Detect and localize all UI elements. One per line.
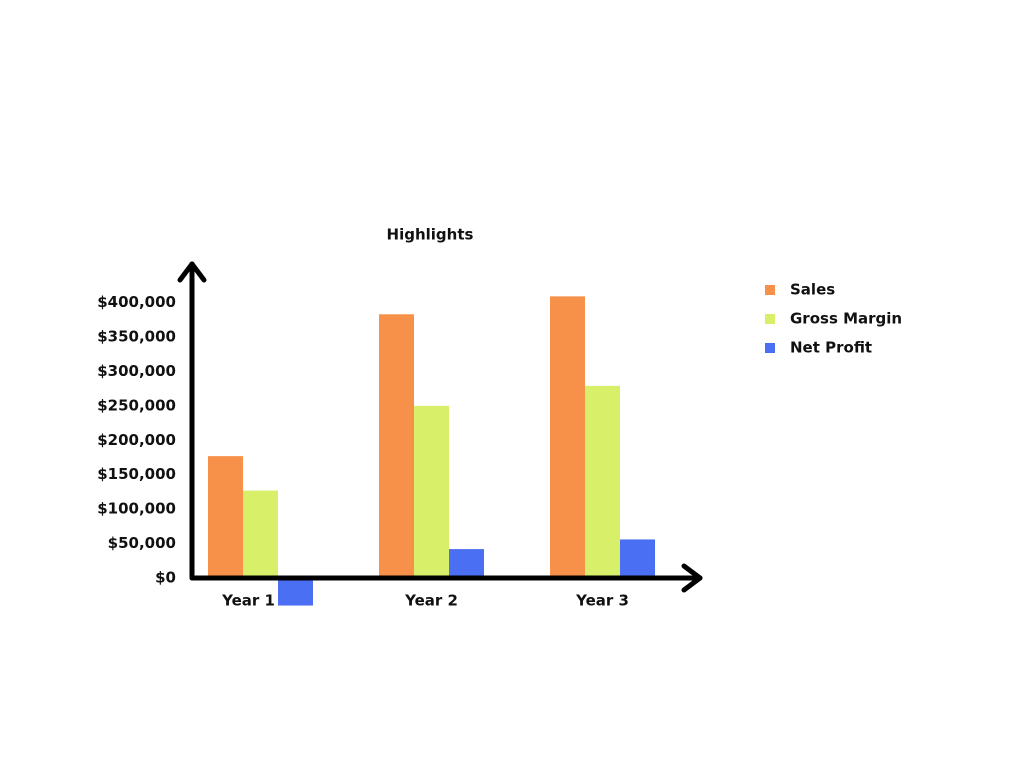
legend-label: Gross Margin [790, 310, 902, 328]
y-tick-label: $0 [155, 569, 176, 587]
y-tick-label: $50,000 [108, 534, 176, 552]
x-tick-label: Year 3 [575, 592, 629, 610]
legend-label: Sales [790, 281, 835, 299]
bar [620, 539, 655, 578]
y-tick-label: $200,000 [97, 431, 176, 449]
legend-swatch [765, 314, 775, 324]
y-axis-arrow [177, 261, 207, 283]
x-axis-arrow [681, 563, 703, 593]
x-tick-label: Year 2 [404, 592, 458, 610]
y-tick-label: $250,000 [97, 396, 176, 414]
legend-swatch [765, 285, 775, 295]
bar [208, 456, 243, 578]
y-tick-label: $350,000 [97, 327, 176, 345]
bar [243, 490, 278, 578]
y-tick-label: $400,000 [97, 293, 176, 311]
bar [585, 385, 620, 578]
bar [414, 405, 449, 578]
y-tick-label: $300,000 [97, 362, 176, 380]
y-tick-label: $150,000 [97, 465, 176, 483]
x-tick-label: Year 1 [221, 592, 275, 610]
bar [379, 314, 414, 578]
y-tick-label: $100,000 [97, 500, 176, 518]
bar [278, 578, 313, 606]
plot-area [208, 296, 655, 606]
bar [550, 296, 585, 578]
chart-title: Highlights [387, 226, 474, 244]
bar [449, 549, 484, 578]
axes [177, 261, 703, 593]
legend-swatch [765, 343, 775, 353]
legend-label: Net Profit [790, 339, 872, 357]
